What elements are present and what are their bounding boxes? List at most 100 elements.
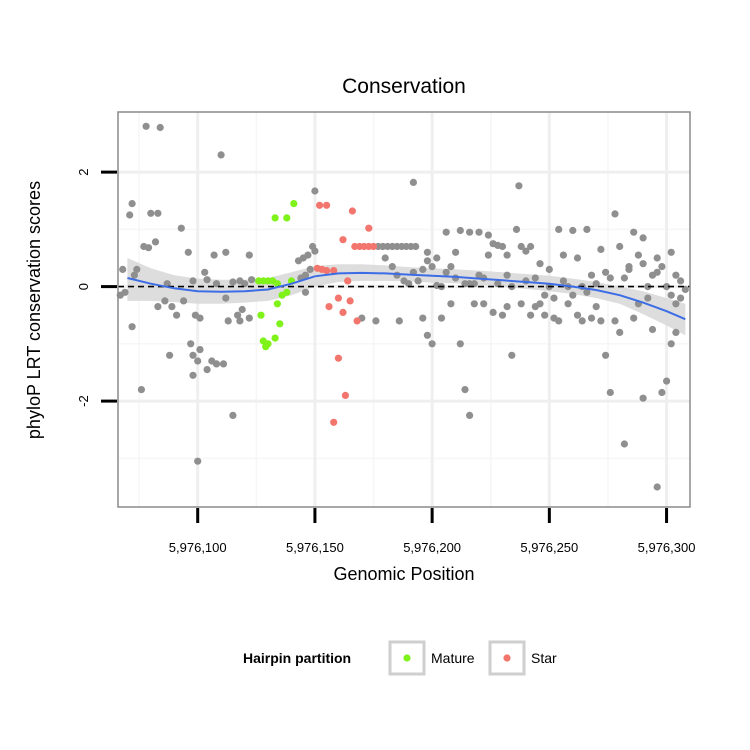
series-star xyxy=(313,201,378,426)
data-point xyxy=(583,288,591,296)
data-point xyxy=(456,226,464,235)
data-point xyxy=(527,311,535,319)
data-point xyxy=(219,360,228,368)
data-point xyxy=(667,340,675,348)
data-point xyxy=(316,201,324,209)
data-point xyxy=(248,276,256,284)
data-point xyxy=(161,297,169,305)
data-point xyxy=(154,209,162,217)
smooth-trend-line xyxy=(127,271,686,321)
data-point xyxy=(592,280,600,288)
y-tick-label: 2 xyxy=(76,168,91,175)
data-point xyxy=(559,251,568,259)
data-point xyxy=(667,291,675,299)
data-point xyxy=(625,265,633,273)
data-point xyxy=(667,248,675,256)
data-point xyxy=(341,391,349,399)
data-point xyxy=(130,271,138,279)
data-point xyxy=(423,331,431,339)
data-point xyxy=(334,354,342,362)
x-tick-label: 5,976,300 xyxy=(638,540,696,555)
data-point xyxy=(672,300,680,308)
data-point xyxy=(395,317,403,325)
data-point xyxy=(189,277,197,285)
data-point xyxy=(369,242,378,251)
data-point xyxy=(212,360,221,368)
data-point xyxy=(203,276,211,284)
data-point xyxy=(639,234,647,242)
data-point xyxy=(271,214,279,222)
data-point xyxy=(484,251,492,259)
data-point xyxy=(419,314,427,322)
data-point xyxy=(301,288,310,296)
data-point xyxy=(648,325,657,334)
data-point xyxy=(245,251,253,259)
data-point xyxy=(466,228,474,236)
data-point xyxy=(541,311,549,319)
data-point xyxy=(222,248,230,256)
data-point xyxy=(229,278,237,286)
data-point xyxy=(210,251,218,259)
data-point xyxy=(663,377,671,385)
data-point xyxy=(156,123,164,132)
y-axis-title: phyloP LRT conservation scores xyxy=(24,181,44,439)
data-point xyxy=(442,228,450,236)
data-point xyxy=(189,371,197,379)
series-other xyxy=(116,122,689,491)
data-point xyxy=(508,351,516,359)
data-point xyxy=(372,317,380,325)
data-point xyxy=(294,257,303,265)
data-point xyxy=(348,207,356,215)
data-point xyxy=(522,247,530,255)
data-point xyxy=(512,225,521,233)
data-point xyxy=(559,277,568,285)
legend-marker-star xyxy=(503,654,511,662)
data-point xyxy=(428,263,436,271)
data-point xyxy=(412,242,420,251)
data-point xyxy=(245,314,253,322)
data-point xyxy=(527,242,535,251)
data-point xyxy=(388,263,396,271)
data-point xyxy=(653,268,661,276)
data-point xyxy=(238,305,246,314)
y-axis: -2 0 2 xyxy=(76,168,117,407)
data-point xyxy=(639,394,647,402)
x-tick-label: 5,976,150 xyxy=(286,540,344,555)
data-point xyxy=(677,277,685,285)
data-point xyxy=(344,277,352,285)
data-point xyxy=(196,314,204,322)
data-point xyxy=(677,294,685,302)
data-point xyxy=(217,151,225,159)
data-point xyxy=(475,228,483,236)
data-point xyxy=(428,340,436,348)
data-point xyxy=(587,271,596,279)
data-point xyxy=(393,271,401,279)
data-point xyxy=(151,238,160,246)
data-point xyxy=(498,311,507,319)
x-tick-label: 5,976,200 xyxy=(403,540,461,555)
data-point xyxy=(484,231,492,239)
data-point xyxy=(456,340,464,348)
data-point xyxy=(597,245,605,253)
data-point xyxy=(433,254,441,262)
data-point xyxy=(620,274,629,282)
data-point xyxy=(555,317,563,325)
data-point xyxy=(323,267,331,275)
data-point xyxy=(166,351,174,359)
data-point xyxy=(283,288,291,296)
confidence-band xyxy=(127,258,686,336)
data-point xyxy=(128,200,136,208)
data-point xyxy=(203,366,211,374)
data-point xyxy=(658,263,666,271)
data-point xyxy=(365,224,373,232)
data-point xyxy=(517,300,525,308)
data-point xyxy=(257,311,265,319)
data-point xyxy=(466,280,474,288)
data-point xyxy=(423,248,431,256)
data-point xyxy=(663,283,671,291)
legend: Hairpin partition Mature Star xyxy=(243,640,557,676)
data-point xyxy=(409,178,417,186)
y-tick-label: 0 xyxy=(76,283,91,290)
data-point xyxy=(196,346,204,354)
data-point xyxy=(301,271,310,279)
